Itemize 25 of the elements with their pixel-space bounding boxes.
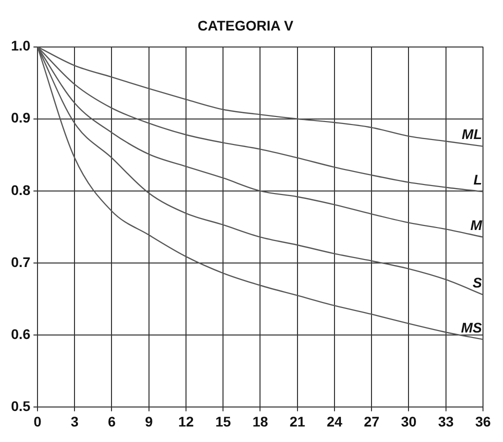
y-tick-label: 0.8 — [10, 182, 31, 198]
y-tick-label: 0.6 — [10, 326, 31, 342]
chart-title: CATEGORIA V — [198, 17, 294, 34]
y-tick-label: 0.7 — [10, 254, 31, 270]
x-tick-label: 6 — [108, 413, 116, 430]
x-tick-label: 30 — [400, 413, 417, 430]
x-tick-label: 24 — [326, 413, 342, 430]
x-tick-label: 18 — [252, 413, 268, 430]
series-label: M — [470, 216, 482, 233]
series-label: S — [472, 274, 483, 291]
x-tick-label: 3 — [70, 413, 79, 430]
x-tick-label: 0 — [34, 413, 42, 430]
series-label: MS — [461, 319, 483, 336]
series-label: ML — [462, 126, 482, 142]
y-tick-label: 1.0 — [10, 38, 31, 54]
x-tick-label: 33 — [438, 413, 454, 430]
x-tick-label: 15 — [215, 413, 232, 430]
series-label: L — [473, 172, 482, 188]
x-tick-label: 36 — [475, 413, 491, 430]
y-tick-label: 0.9 — [10, 110, 31, 126]
x-tick-label: 27 — [364, 413, 380, 430]
x-tick-label: 12 — [178, 413, 194, 430]
x-tick-label: 9 — [144, 413, 153, 430]
x-tick-label: 21 — [290, 413, 306, 430]
y-tick-label: 0.5 — [10, 398, 31, 414]
